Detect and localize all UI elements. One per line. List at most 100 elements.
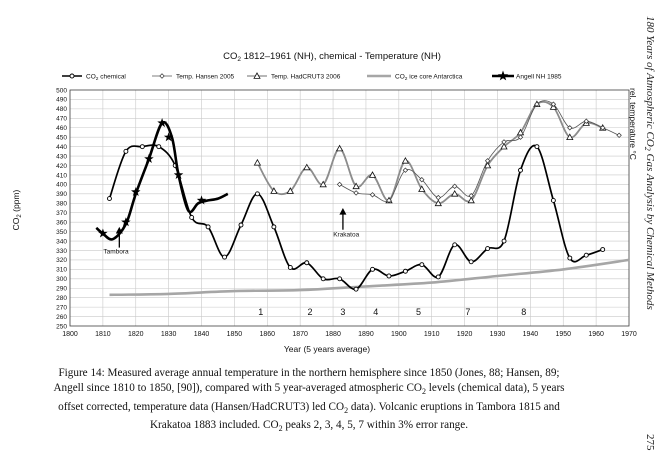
series-layer — [95, 100, 630, 297]
co2-chemical-point — [550, 197, 556, 203]
x-tick-label: 1940 — [523, 331, 539, 338]
co2-chemical-point — [222, 254, 227, 260]
caption-line-2: Angell since 1810 to 1850, [90]), compar… — [53, 382, 565, 397]
co2-chemical-point — [254, 191, 260, 197]
hadcrut3-point — [253, 158, 262, 166]
svg-text:275: 275 — [644, 434, 656, 451]
annotation-tambora: Tambora — [103, 248, 129, 255]
legend-swatch-star — [497, 70, 509, 81]
tambora-arrowhead — [115, 226, 123, 234]
angell-star-marker — [131, 187, 141, 196]
y-tick-label: 500 — [56, 87, 67, 94]
y-tick-label: 460 — [56, 125, 67, 132]
x-tick-label: 1920 — [457, 331, 473, 338]
x-tick-label: 1900 — [391, 331, 407, 338]
hadcrut3-point — [368, 171, 377, 178]
chart-title: CO2 1812–1961 (NH), chemical - Temperatu… — [223, 51, 441, 63]
co2-chemical-point — [518, 167, 523, 173]
hadcrut3-point — [483, 161, 492, 169]
legend-label: Temp. HadCRUT3 2006 — [271, 74, 341, 81]
x-tick-label: 1950 — [555, 331, 571, 338]
plot-frame — [69, 89, 630, 327]
hadcrut3-point — [467, 196, 475, 204]
y-tick-label: 290 — [56, 286, 67, 293]
x-axis-label: Year (5 years average) — [284, 344, 370, 354]
y2-axis-label: rel. temperature °C — [628, 88, 638, 160]
co2-chemical-point — [320, 276, 326, 282]
y-tick-label: 370 — [56, 210, 67, 217]
co2-chemical-point — [139, 144, 145, 150]
hansen-point — [583, 118, 589, 124]
annotation-krakatoa: Krakatoa — [333, 231, 359, 238]
y-tick-label: 430 — [56, 153, 67, 160]
axes: 1800 1810 1820 1830 1840 1850 1860 1870 1880 1890… — [56, 87, 637, 338]
y-tick-label: 480 — [56, 106, 67, 113]
hansen-point — [600, 125, 606, 131]
hadcrut3-point — [319, 180, 327, 188]
svg-text:180 Years of Atmospheric CO2 G: 180 Years of Atmospheric CO2 Gas Analysi… — [643, 16, 656, 310]
x-tick-label: 1970 — [621, 331, 637, 338]
gridlines — [69, 89, 630, 327]
series-co2-chemical — [108, 144, 603, 291]
x-tick-label: 1830 — [161, 331, 177, 338]
legend-swatch-circle — [69, 73, 75, 79]
hansen-point — [484, 158, 491, 164]
y-tick-label: 330 — [56, 248, 67, 255]
y-tick-label: 360 — [56, 219, 67, 226]
hansen-point — [501, 139, 507, 145]
angell-star-marker — [121, 217, 131, 227]
peak-number-label: 4 — [373, 307, 378, 317]
x-tick-label: 1890 — [358, 331, 374, 338]
co2-chemical-point — [123, 148, 129, 154]
co2-chemical-point — [452, 242, 458, 248]
y-tick-label: 320 — [56, 257, 67, 264]
angell-star-marker — [144, 153, 154, 163]
hadcrut3-point — [401, 156, 410, 164]
y-tick-label: 490 — [56, 97, 67, 104]
co2-chemical-point — [271, 224, 277, 230]
hadcrut3-point — [286, 187, 294, 194]
peak-number-label: 5 — [416, 307, 421, 317]
side-running-title: 180 Years of Atmospheric CO2 Gas Analysi… — [643, 16, 656, 310]
co2-chemical-point — [534, 144, 540, 150]
hansen-point — [353, 190, 359, 196]
hadcrut3-point — [418, 185, 426, 192]
legend-swatch-diamond — [159, 73, 165, 79]
co2-chemical-point — [468, 259, 474, 265]
caption-line-1: Figure 14: Measured average annual tempe… — [58, 367, 560, 379]
co2-chemical-point — [156, 144, 162, 150]
hansen-point — [452, 183, 458, 189]
co2-chemical-point — [567, 255, 573, 261]
hadcrut3-point — [451, 189, 459, 197]
co2-chemical-point — [501, 238, 507, 244]
co2-chemical-point — [205, 224, 211, 230]
co2-chemical-point — [386, 273, 392, 279]
y-tick-label: 410 — [56, 172, 67, 179]
legend-label: Angell NH 1985 — [516, 74, 562, 81]
hadcrut3-point — [270, 187, 278, 194]
hansen-point — [567, 125, 573, 131]
angell-star-marker — [98, 228, 108, 238]
y-tick-label: 440 — [56, 144, 67, 151]
x-tick-label: 1800 — [62, 331, 78, 338]
caption-line-4: Krakatoa 1883 included. CO2 peaks 2, 3, … — [149, 419, 469, 434]
co2-chemical-point — [353, 286, 359, 292]
hadcrut3-point — [500, 142, 508, 150]
co2-chemical-point — [107, 196, 112, 202]
hansen-point — [336, 181, 343, 188]
y-tick-label: 250 — [56, 323, 67, 330]
hadcrut3-point — [303, 163, 311, 171]
y-tick-label: 470 — [56, 116, 67, 123]
x-tick-label: 1930 — [490, 331, 506, 338]
y-axis-label: CO2 (ppm) — [11, 190, 23, 231]
legend: CO2 chemical Temp. Hansen 2005 Temp. HadCR… — [62, 70, 562, 82]
figure-caption: Figure 14: Measured average annual tempe… — [14, 366, 604, 437]
y-tick-label: 390 — [56, 191, 67, 198]
legend-swatch-triangle — [253, 72, 261, 79]
hansen-point — [435, 194, 441, 201]
x-tick-label: 1910 — [424, 331, 440, 338]
y-tick-label: 450 — [56, 135, 67, 142]
co2-chemical-point — [485, 246, 491, 252]
x-tick-label: 1850 — [227, 331, 243, 338]
series-angell-nh — [95, 120, 229, 241]
